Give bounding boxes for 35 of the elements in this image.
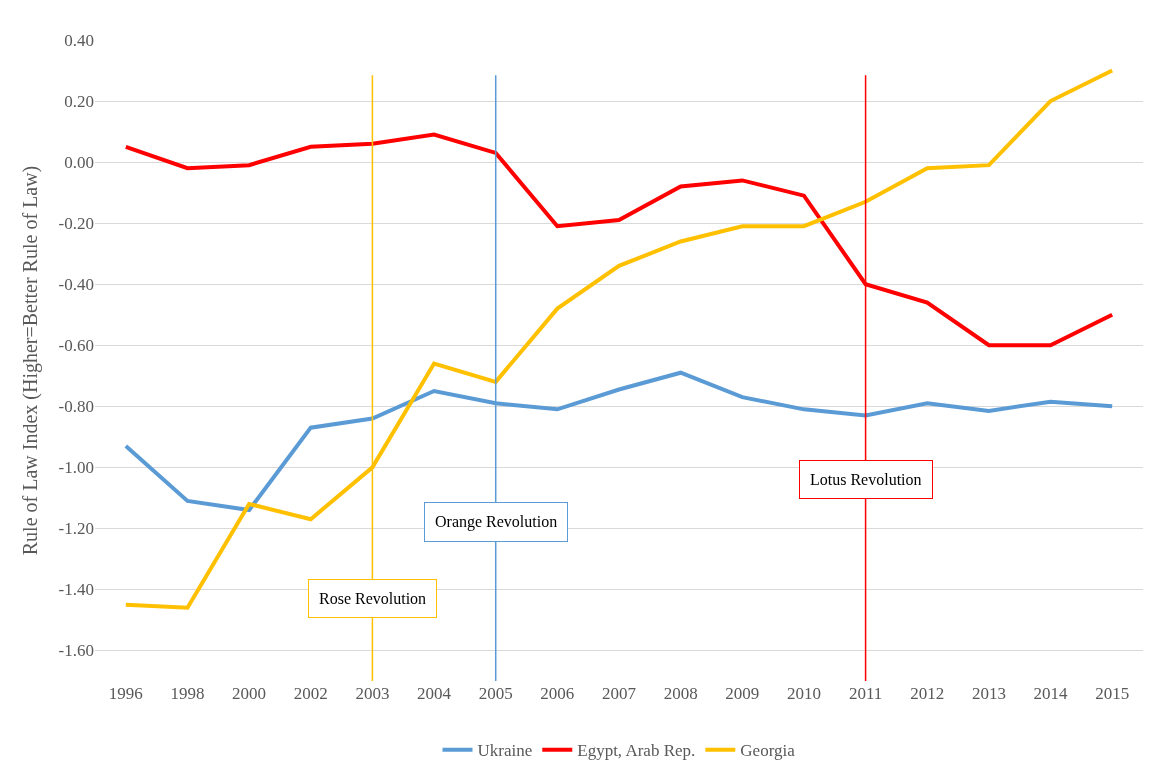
x-tick-label: 2008 [663, 684, 698, 703]
y-tick-label: 0.20 [64, 92, 94, 111]
ref-line-label: Rose Revolution [319, 590, 427, 607]
x-tick-label: 2000 [232, 684, 267, 703]
y-tick-label: -1.40 [58, 580, 94, 600]
x-tick-label: 2011 [848, 684, 883, 703]
x-tick-label: 2002 [293, 684, 328, 703]
x-tick-label: 2012 [910, 684, 945, 703]
x-tick-label: 2004 [417, 684, 452, 703]
y-axis-title: Rule of Law Index (Higher=Better Rule of Law) [19, 165, 43, 556]
x-tick-label: 2013 [971, 684, 1006, 703]
legend-label: Ukraine [477, 741, 533, 761]
y-tick-label: -1.20 [58, 519, 94, 539]
x-tick-label: 2009 [725, 684, 760, 703]
x-tick-label: 2003 [355, 684, 390, 703]
x-tick-label: 2007 [602, 684, 637, 703]
y-tick-label: -0.80 [58, 397, 94, 417]
x-tick-label: 1998 [170, 684, 205, 703]
y-tick-label: 0.40 [64, 30, 94, 50]
ref-line-label: Orange Revolution [435, 513, 558, 531]
y-tick-label: -1.60 [58, 641, 94, 661]
y-tick-label: 0.00 [64, 153, 94, 173]
x-tick-label: 2006 [540, 684, 575, 703]
y-tick-label: -1.00 [58, 458, 94, 478]
x-tick-label: 1996 [108, 684, 143, 703]
x-tick-label: 2010 [786, 684, 821, 703]
x-tick-label: 2015 [1095, 684, 1130, 703]
y-tick-label: -0.20 [58, 214, 94, 234]
x-tick-label: 2014 [1033, 684, 1069, 703]
y-tick-label: -0.60 [58, 336, 94, 356]
legend-label: Georgia [740, 741, 796, 761]
y-tick-label: -0.40 [58, 275, 94, 295]
ref-line-label: Lotus Revolution [810, 471, 922, 488]
legend-label: Egypt, Arab Rep. [577, 741, 696, 761]
x-tick-label: 2005 [478, 684, 513, 703]
